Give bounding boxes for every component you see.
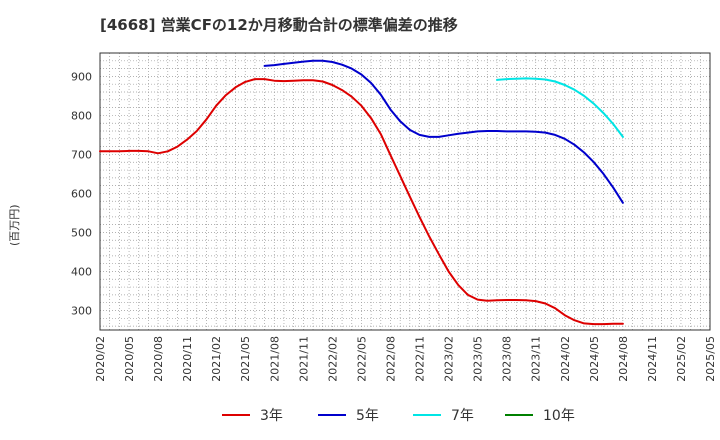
y-tick-label: 700 [71, 148, 92, 161]
x-tick-label: 2021/08 [268, 336, 281, 382]
chart-title: [4668] 営業CFの12か月移動合計の標準偏差の推移 [100, 16, 458, 34]
legend-label-5y: 5年 [356, 408, 379, 424]
x-tick-label: 2024/11 [646, 336, 659, 382]
legend-label-10y: 10年 [543, 408, 575, 424]
series-line-2 [263, 59, 624, 204]
legend-label-3y: 3年 [260, 408, 283, 424]
x-tick-label: 2025/02 [675, 336, 688, 382]
x-tick-label: 2022/08 [384, 336, 397, 382]
x-tick-label: 2021/11 [297, 336, 310, 382]
series-line-1 [99, 78, 624, 326]
plot-area [100, 53, 710, 330]
y-tick-label: 400 [71, 265, 92, 278]
legend: 3年 5年 7年 10年 [0, 403, 720, 427]
plot-frame [99, 52, 711, 331]
y-tick-label: 300 [71, 304, 92, 317]
y-tick-label: 800 [71, 109, 92, 122]
x-tick-label: 2021/05 [239, 336, 252, 382]
legend-label-7y: 7年 [451, 408, 474, 424]
x-tick-label: 2020/11 [181, 336, 194, 382]
legend-item-7y: 7年 [413, 403, 474, 427]
legend-swatch-7y [413, 414, 441, 416]
legend-swatch-3y [222, 414, 250, 416]
series-line-3 [496, 77, 624, 138]
x-tick-label: 2024/05 [588, 336, 601, 382]
legend-item-10y: 10年 [505, 403, 575, 427]
y-tick-label: 600 [71, 187, 92, 200]
legend-item-3y: 3年 [222, 403, 283, 427]
x-tick-label: 2024/02 [559, 336, 572, 382]
x-tick-label: 2020/05 [123, 336, 136, 382]
x-tick-label: 2023/08 [501, 336, 514, 382]
legend-item-5y: 5年 [318, 403, 379, 427]
x-tick-label: 2024/08 [617, 336, 630, 382]
x-tick-label: 2022/05 [355, 336, 368, 382]
x-tick-label: 2020/02 [94, 336, 107, 382]
x-tick-label: 2022/02 [326, 336, 339, 382]
y-tick-label: 500 [71, 226, 92, 239]
y-tick-label: 900 [71, 70, 92, 83]
legend-swatch-10y [505, 414, 533, 416]
x-tick-label: 2021/02 [210, 336, 223, 382]
x-tick-label: 2025/05 [704, 336, 717, 382]
x-tick-label: 2023/11 [530, 336, 543, 382]
x-tick-label: 2023/05 [472, 336, 485, 382]
x-tick-label: 2020/08 [152, 336, 165, 382]
x-tick-label: 2023/02 [443, 336, 456, 382]
legend-swatch-5y [318, 414, 346, 416]
x-tick-label: 2022/11 [414, 336, 427, 382]
